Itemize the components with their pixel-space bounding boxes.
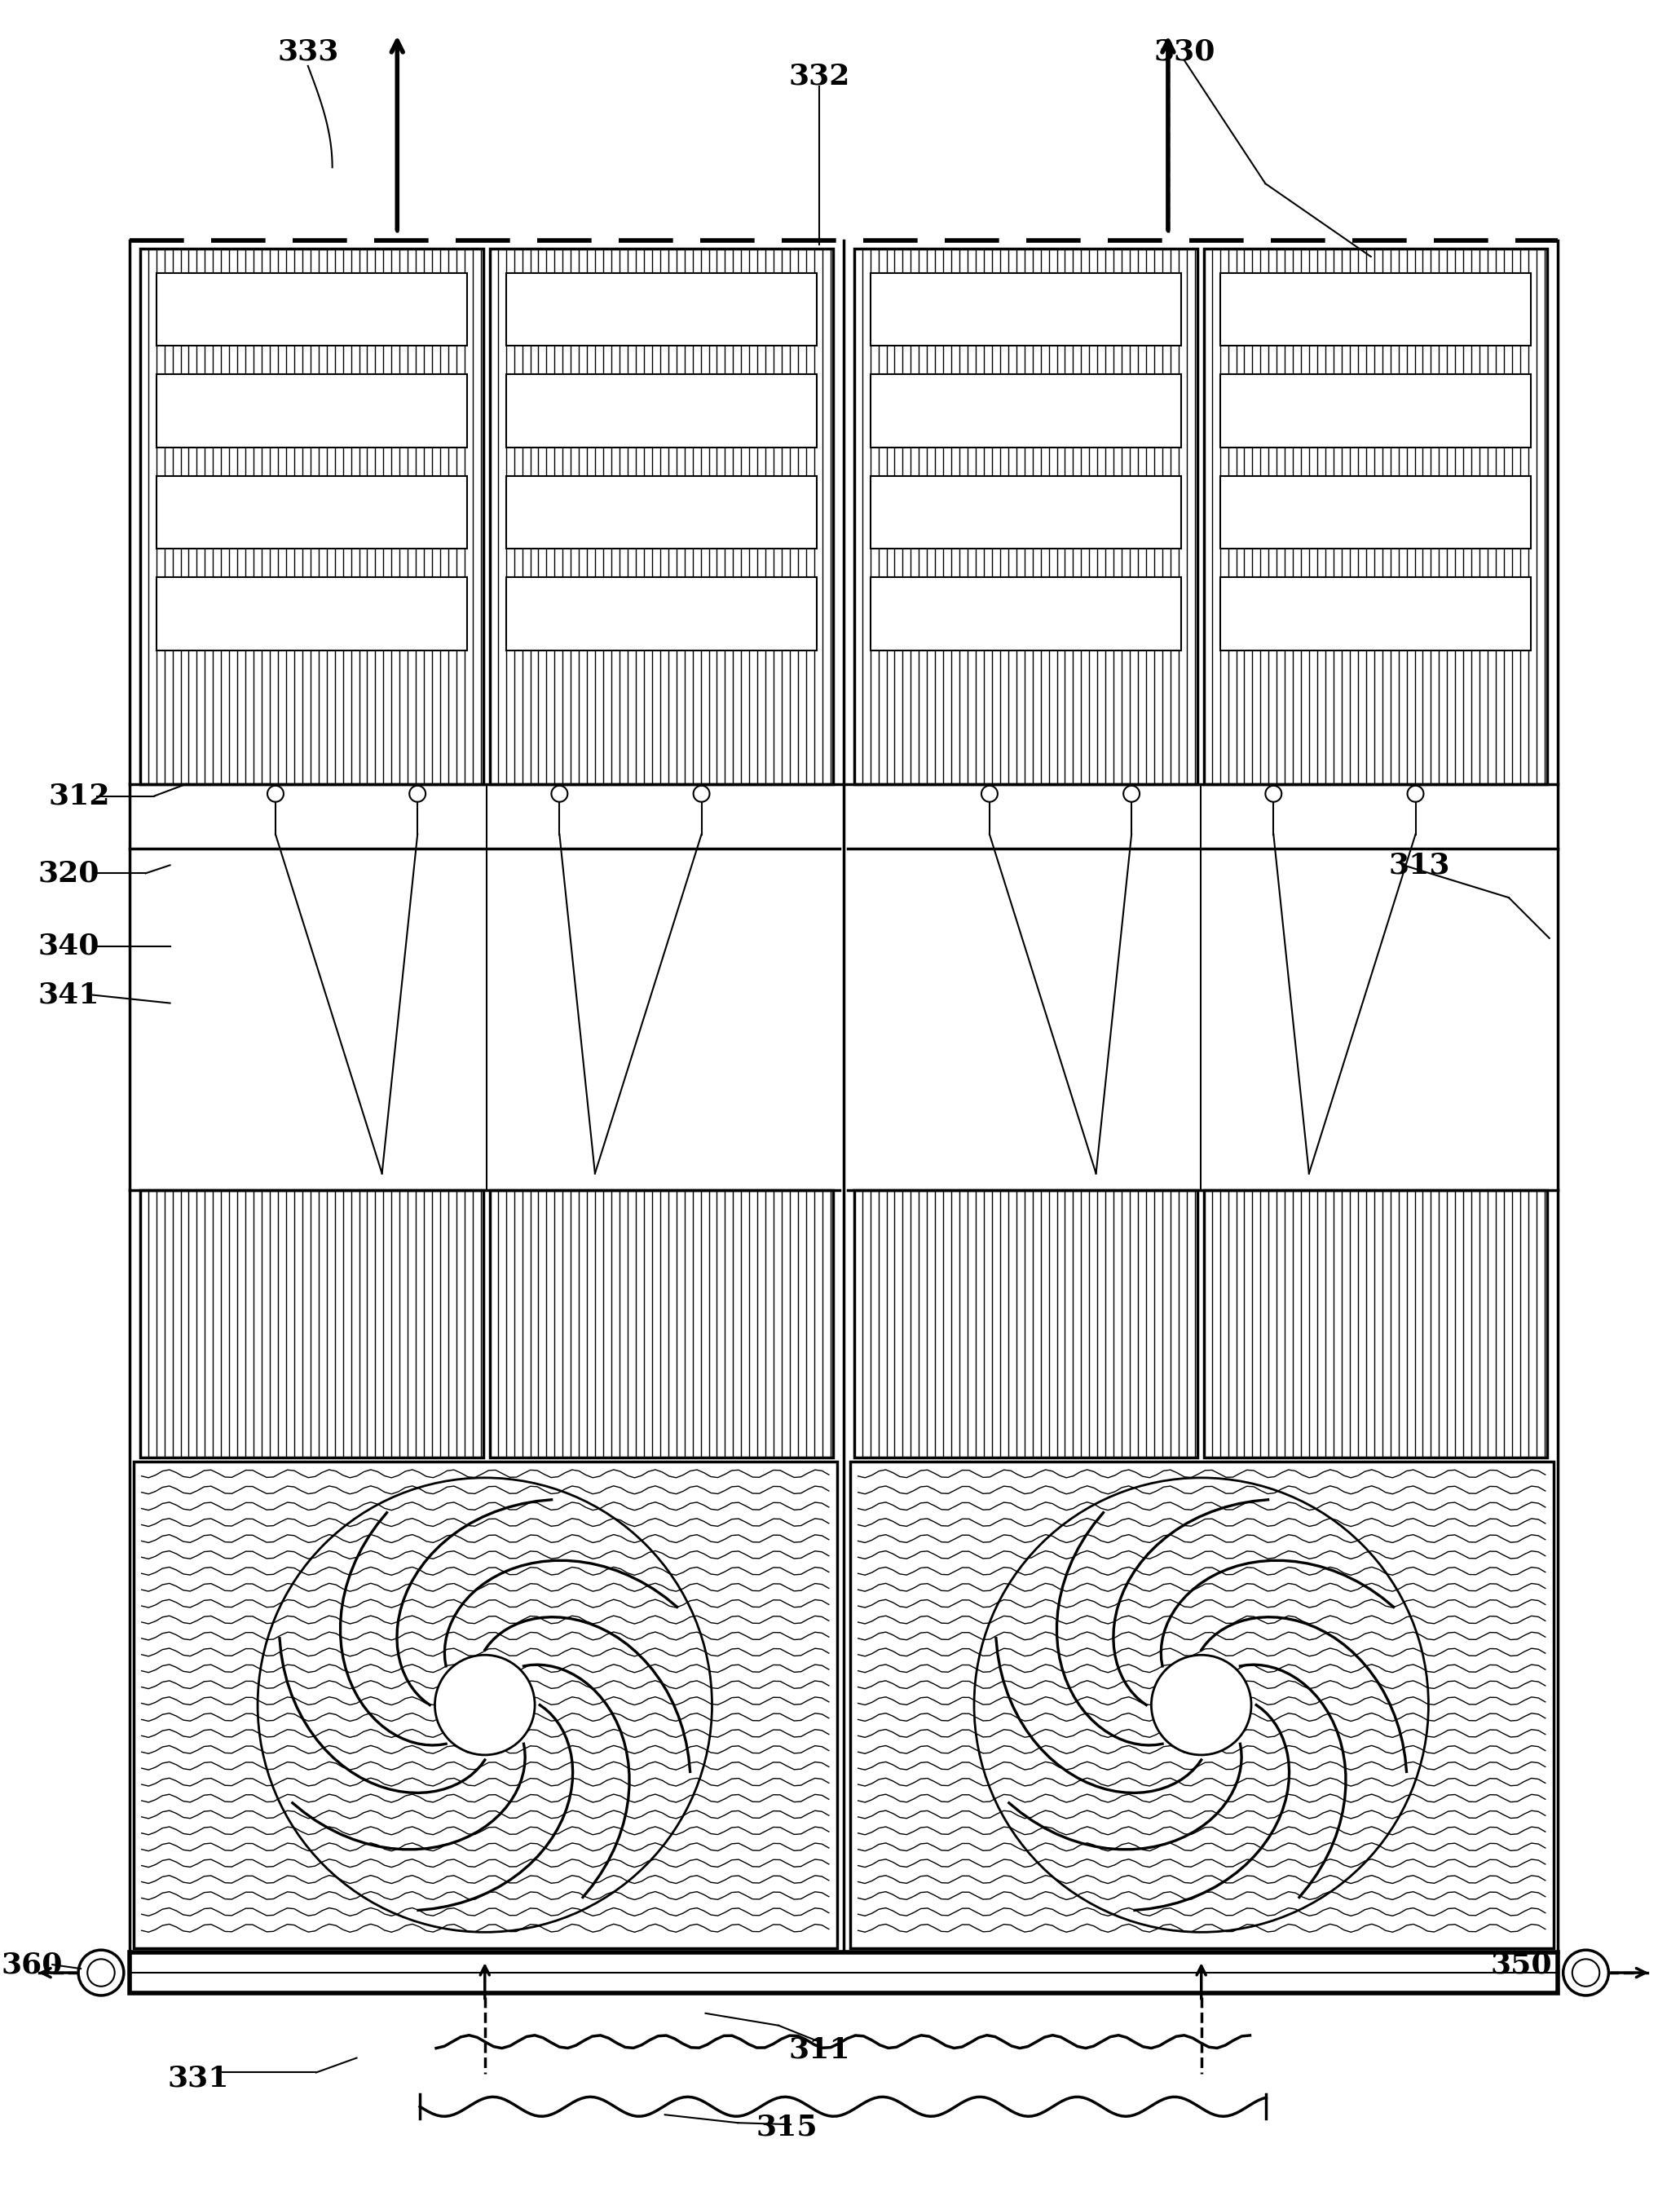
- Bar: [156, 476, 467, 549]
- Text: 315: 315: [756, 2112, 818, 2141]
- Bar: [1203, 249, 1547, 785]
- Bar: [506, 273, 816, 346]
- Bar: [156, 273, 467, 346]
- Bar: [156, 375, 467, 448]
- Bar: [1220, 273, 1530, 346]
- Text: 311: 311: [788, 2035, 850, 2064]
- Bar: [506, 578, 816, 650]
- Text: 313: 313: [1389, 851, 1450, 880]
- Text: 330: 330: [1154, 37, 1215, 66]
- Bar: [489, 249, 833, 785]
- Bar: [870, 375, 1181, 448]
- Bar: [1220, 578, 1530, 650]
- Bar: [139, 1191, 484, 1458]
- Bar: [1220, 476, 1530, 549]
- Bar: [506, 476, 816, 549]
- Text: 341: 341: [39, 981, 99, 1010]
- Bar: [853, 1191, 1198, 1458]
- Bar: [133, 1462, 837, 1949]
- Text: 331: 331: [168, 2064, 228, 2093]
- Bar: [1220, 375, 1530, 448]
- Bar: [489, 1191, 833, 1458]
- Bar: [850, 1462, 1554, 1949]
- Circle shape: [435, 1656, 534, 1755]
- Text: 333: 333: [277, 37, 339, 66]
- Bar: [506, 375, 816, 448]
- Bar: [870, 578, 1181, 650]
- Bar: [870, 476, 1181, 549]
- Bar: [853, 249, 1198, 785]
- Bar: [139, 249, 484, 785]
- Text: 312: 312: [49, 783, 109, 809]
- Text: 350: 350: [1490, 1951, 1552, 1978]
- Bar: [870, 273, 1181, 346]
- Bar: [156, 578, 467, 650]
- Text: 332: 332: [788, 62, 850, 90]
- Text: 320: 320: [39, 860, 99, 886]
- Circle shape: [1151, 1656, 1252, 1755]
- Text: 360: 360: [2, 1951, 62, 1978]
- Bar: [1203, 1191, 1547, 1458]
- Text: 340: 340: [39, 933, 99, 959]
- Bar: [129, 1951, 1557, 1993]
